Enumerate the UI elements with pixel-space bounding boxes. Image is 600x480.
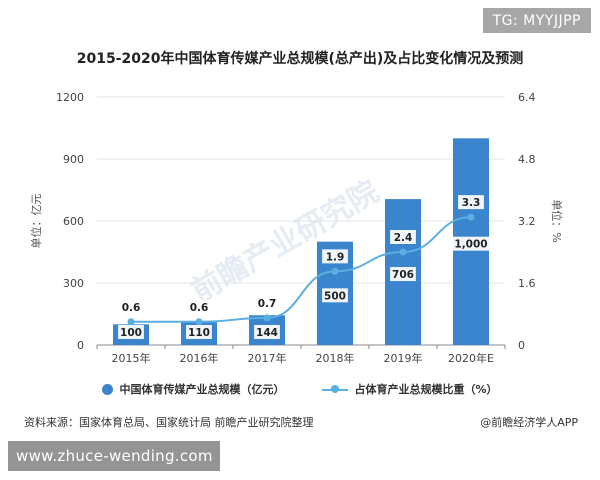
y2-tick-label: 6.4 — [518, 91, 536, 104]
x-tick-label: 2019年 — [384, 351, 423, 365]
chart-title: 2015-2020年中国体育传媒产业总规模(总产出)及占比变化情况及预测 — [76, 51, 524, 67]
legend-line-label: 占体育产业总规模比重（%） — [354, 383, 498, 396]
bar-value-label: 100 — [120, 327, 142, 339]
legend-item-bar: 中国体育传媒产业总规模（亿元） — [102, 381, 284, 397]
line-value-label-bg — [186, 299, 212, 314]
bar-value-label-bg — [451, 236, 491, 251]
bar-value-label: 500 — [324, 290, 346, 302]
y-tick-label: 900 — [63, 153, 84, 166]
line-point — [467, 213, 475, 221]
y2-tick-label: 4.8 — [518, 153, 536, 166]
y-axis-title: 单位：亿元 — [29, 194, 43, 249]
line-value-label-bg — [254, 295, 280, 310]
bar-value-label-bg — [254, 325, 280, 339]
line-value-label: 0.6 — [122, 302, 141, 314]
line-point — [331, 267, 339, 275]
line-value-label: 1.9 — [326, 251, 345, 263]
y2-tick-label: 1.6 — [518, 277, 536, 290]
y2-tick-label: 0 — [518, 339, 525, 352]
line-value-label-bg — [390, 230, 416, 244]
line-point — [399, 248, 407, 256]
y-tick-label: 300 — [63, 277, 84, 290]
source-note: 资料来源：国家体育总局、国家统计局 前瞻产业研究院整理 — [24, 416, 314, 429]
url-watermark: www.zhuce-wending.com — [8, 441, 220, 471]
y-tick-label: 0 — [77, 339, 84, 352]
line-value-label: 0.7 — [258, 298, 277, 310]
bar-value-label: 706 — [392, 269, 414, 281]
y2-tick-label: 3.2 — [518, 215, 536, 228]
x-tick-label: 2017年 — [248, 351, 287, 365]
legend-bar-label: 中国体育传媒产业总规模（亿元） — [119, 383, 285, 396]
watermark-text: 前瞻产业研究院 — [186, 174, 385, 309]
combo-chart: 前瞻产业研究院 0 0 300 1.6 600 3.2 900 4.8 1200 6.4 单位：亿元 单… — [29, 91, 564, 365]
y-tick-label: 600 — [63, 215, 84, 228]
y2-axis-title: 单位：% — [550, 199, 564, 242]
line-point — [195, 318, 203, 326]
x-tick-label: 2015年 — [112, 351, 151, 365]
x-tick-label: 2020年E — [448, 351, 494, 365]
y-tick-label: 1200 — [56, 91, 84, 104]
legend-bar-swatch — [102, 383, 114, 395]
line-value-label-bg — [322, 249, 348, 264]
bar-value-label-bg — [186, 325, 212, 339]
line-point — [263, 314, 271, 322]
line-value-label-bg — [458, 195, 484, 210]
legend: 中国体育传媒产业总规模（亿元） 占体育产业总规模比重（%） — [0, 381, 600, 397]
legend-line-swatch — [322, 384, 349, 395]
line-value-label: 0.6 — [190, 302, 209, 314]
credit-note: @前瞻经济学人APP — [480, 416, 578, 429]
line-point — [127, 318, 135, 326]
line-value-label: 2.4 — [394, 232, 413, 244]
bar-value-label-bg — [390, 267, 416, 282]
bar-value-label: 144 — [256, 327, 278, 339]
bar-value-label: 1,000 — [454, 239, 487, 251]
x-tick-label: 2018年 — [316, 351, 355, 365]
bar-value-label: 110 — [188, 327, 210, 339]
line-value-label-bg — [118, 299, 144, 314]
bar-value-label-bg — [322, 288, 348, 303]
legend-item-line: 占体育产业总规模比重（%） — [322, 381, 498, 397]
bar-value-label-bg — [118, 325, 144, 339]
line-value-label: 3.3 — [462, 197, 481, 209]
source-tag: TG: MYYJJPP — [482, 8, 591, 33]
x-tick-label: 2016年 — [180, 351, 219, 365]
